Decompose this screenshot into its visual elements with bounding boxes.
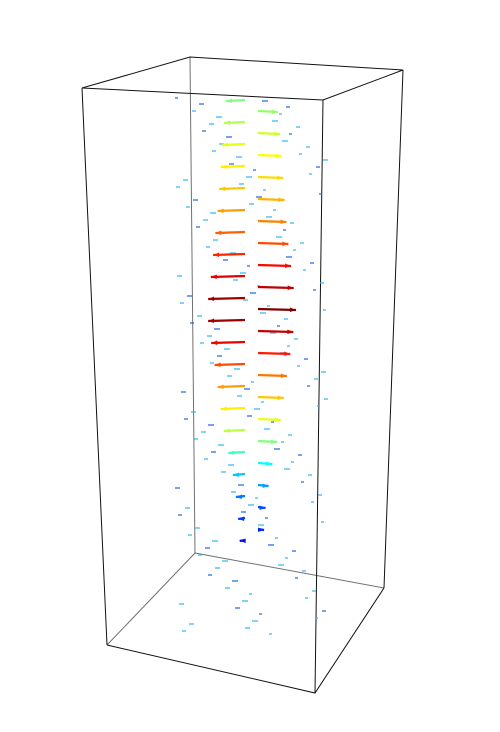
arrow-shaft [257,307,297,312]
box [81,56,404,694]
arrow-head [284,351,291,356]
arrow-head [215,230,222,235]
arrow [239,538,246,543]
arrow [257,307,297,312]
arrow-head [278,197,285,202]
arrow [257,461,273,466]
arrow-head [282,241,289,246]
arrow-head [259,505,266,510]
arrow [257,417,281,422]
arrow-head [222,142,229,147]
arrow [215,230,246,235]
arrow [257,505,266,510]
box-edge [383,69,404,589]
arrow [222,142,246,147]
box-edge [106,587,385,694]
arrow [257,395,284,400]
arrow [257,329,294,334]
arrow-head [271,109,278,114]
arrow [223,428,246,433]
arrow-head [280,219,287,224]
arrow [228,450,246,455]
arrow [257,241,289,246]
arrow [208,296,246,301]
arrow [232,472,246,477]
box-edge [194,552,385,589]
arrow [257,351,291,356]
arrow-head [235,494,242,499]
arrow [220,406,246,411]
arrow [257,439,278,444]
arrow-head [232,472,239,477]
arrow-head [208,318,215,323]
arrow-head [224,120,231,125]
arrow-head [274,131,281,136]
arrow [257,153,282,158]
box-edge [106,56,196,646]
arrow-head [239,538,246,543]
arrow [257,175,284,180]
arrow-head [277,395,284,400]
arrow-head [210,274,217,279]
arrows [208,98,297,543]
arrow [257,219,287,224]
arrow [257,373,287,378]
arrow-head [213,252,220,257]
arrow [210,274,246,279]
arrow-head [280,373,287,378]
arrow [217,384,246,389]
arrow-head [258,527,265,532]
arrow-head [226,98,232,103]
arrow-head [211,340,218,345]
arrow [219,186,246,191]
arrow-head [238,516,245,521]
arrow [225,98,246,103]
arrow-head [266,461,273,466]
arrow [257,285,294,290]
arrow-head [214,362,221,367]
box-edge [314,99,324,694]
arrow-head [220,164,227,169]
arrow-head [223,428,230,433]
arrow-head [285,263,292,268]
arrow [224,120,246,125]
arrow [257,483,269,488]
arrow-shaft [208,318,246,323]
arrow [208,318,246,323]
arrow-head [275,153,282,158]
arrow-head [217,208,224,213]
arrow [257,527,265,532]
arrow-head [220,406,227,411]
arrow [238,516,246,521]
box-edge [81,56,404,101]
arrow [235,494,246,499]
arrow-head [208,296,215,301]
arrow-head [228,450,235,455]
arrow-head [287,285,294,290]
arrow-head [290,307,296,312]
arrow [257,131,281,136]
arrow [214,362,246,367]
arrow [217,208,246,213]
arrow-head [271,439,277,444]
arrow-head [274,417,281,422]
arrow [257,109,278,114]
background-dots [175,97,328,635]
arrow-head [217,384,224,389]
arrow [213,252,246,257]
arrow-head [262,483,269,488]
arrow-head [219,186,226,191]
arrow [257,197,285,202]
arrow-head [277,175,284,180]
arrow [220,164,246,169]
arrow-head [287,329,294,334]
arrow [257,263,292,268]
box-edge [81,87,108,646]
arrow-shaft [208,296,246,301]
arrow [211,340,246,345]
